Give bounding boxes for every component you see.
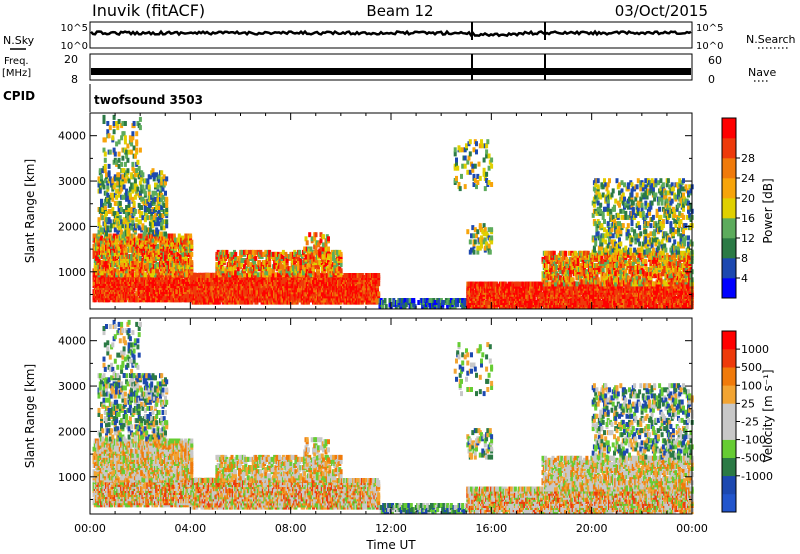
xtick-5: 20:00 [576, 522, 608, 535]
cpid-label: CPID [3, 89, 35, 103]
power-ytick-0: 1000 [58, 266, 86, 279]
power-colorbar-tick-4: 20 [741, 192, 755, 205]
date-title: 03/Oct/2015 [615, 2, 708, 20]
power-colorbar-swatch-2 [722, 238, 736, 258]
xtick-0: 00:00 [74, 522, 106, 535]
velocity-ytick-3: 4000 [58, 335, 86, 348]
power-colorbar-swatch-8 [722, 118, 736, 138]
power-colorbar-swatch-1 [722, 258, 736, 278]
power-colorbar-tick-5: 24 [741, 172, 755, 185]
station-title: Inuvik (fitACF) [92, 1, 205, 20]
cpid-value: twofsound 3503 [94, 93, 203, 107]
power-colorbar-swatch-0 [722, 278, 736, 298]
freq-tick-bottom: 8 [71, 73, 78, 86]
velocity-colorbar-swatch-5 [722, 403, 736, 421]
noise-sky-line [91, 32, 691, 36]
velocity-colorbar-swatch-7 [722, 367, 736, 385]
velocity-colorbar-tick-1: 500 [741, 361, 762, 374]
velocity-colorbar-tick-3: 25 [741, 397, 755, 410]
power-colorbar-swatch-7 [722, 138, 736, 158]
velocity-panel: 1000 2000 3000 4000 Slant Range [km] [23, 318, 694, 514]
power-ytick-3: 4000 [58, 130, 86, 143]
power-ylabel: Slant Range [km] [23, 159, 37, 263]
xtick-3: 12:00 [375, 522, 407, 535]
power-colorbar-label: Power [dB] [761, 178, 775, 243]
power-colorbar-tick-1: 8 [741, 252, 748, 265]
velocity-colorbar-swatch-9 [722, 331, 736, 349]
cpid-row: CPID twofsound 3503 [3, 84, 203, 112]
noise-tick-top-left: 10^5 [61, 23, 88, 34]
velocity-ytick-1: 2000 [58, 425, 86, 438]
power-colorbar-swatch-5 [722, 178, 736, 198]
power-colorbar-swatch-3 [722, 218, 736, 238]
power-colorbar-tick-6: 28 [741, 152, 755, 165]
nave-tick-top: 60 [708, 54, 722, 67]
power-panel: 1000 2000 3000 4000 Slant Range [km] [23, 113, 694, 309]
noise-tick-bottom-right: 10^0 [696, 41, 723, 52]
power-colorbar: 4 8 12 16 20 24 28 Power [dB] [722, 118, 775, 298]
noise-tick-top-right: 10^5 [696, 23, 723, 34]
power-colorbar-swatch-6 [722, 158, 736, 178]
power-colorbar-tick-0: 4 [741, 272, 748, 285]
velocity-colorbar-swatch-3 [722, 440, 736, 458]
velocity-colorbar-swatch-4 [722, 422, 736, 440]
velocity-colorbar-label: Velocity [m s⁻¹] [761, 369, 775, 462]
noise-left-label: N.Sky [3, 34, 35, 47]
xtick-1: 04:00 [174, 522, 206, 535]
freq-unit: [MHz] [2, 68, 31, 79]
velocity-colorbar-swatch-1 [722, 476, 736, 494]
noise-panel: N.Sky 10^5 10^0 10^5 10^0 N.Search [3, 22, 796, 52]
velocity-ytick-0: 1000 [58, 471, 86, 484]
time-axis-label: Time UT [365, 538, 416, 552]
frequency-panel: Freq. [MHz] 20 8 60 0 Nave [2, 53, 776, 86]
nave-tick-bottom: 0 [708, 73, 715, 86]
beam-title: Beam 12 [366, 2, 433, 20]
velocity-ytick-2: 3000 [58, 380, 86, 393]
power-ytick-2: 3000 [58, 175, 86, 188]
velocity-ylabel: Slant Range [km] [23, 364, 37, 468]
time-axis: 00:00 04:00 08:00 12:00 16:00 20:00 00:00 [74, 522, 708, 535]
velocity-colorbar-swatch-0 [722, 494, 736, 512]
freq-band [91, 68, 691, 75]
freq-tick-top: 20 [64, 53, 78, 66]
velocity-colorbar-tick-7: -1000 [741, 470, 773, 483]
xtick-4: 16:00 [475, 522, 507, 535]
xtick-6: 00:00 [676, 522, 708, 535]
noise-right-label: N.Search [746, 33, 796, 46]
noise-tick-bottom-left: 10^0 [61, 41, 88, 52]
velocity-colorbar-swatch-6 [722, 385, 736, 403]
power-colorbar-tick-3: 16 [741, 212, 755, 225]
velocity-colorbar-swatch-2 [722, 458, 736, 476]
velocity-colorbar-tick-4: -25 [741, 416, 759, 429]
power-ytick-1: 2000 [58, 220, 86, 233]
velocity-colorbar-tick-2: 100 [741, 379, 762, 392]
velocity-colorbar-swatch-8 [722, 349, 736, 367]
xtick-2: 08:00 [275, 522, 307, 535]
freq-label: Freq. [4, 56, 29, 67]
velocity-colorbar-tick-0: 1000 [741, 343, 769, 356]
power-colorbar-swatch-4 [722, 198, 736, 218]
power-colorbar-tick-2: 12 [741, 232, 755, 245]
nave-label: Nave [748, 66, 776, 79]
